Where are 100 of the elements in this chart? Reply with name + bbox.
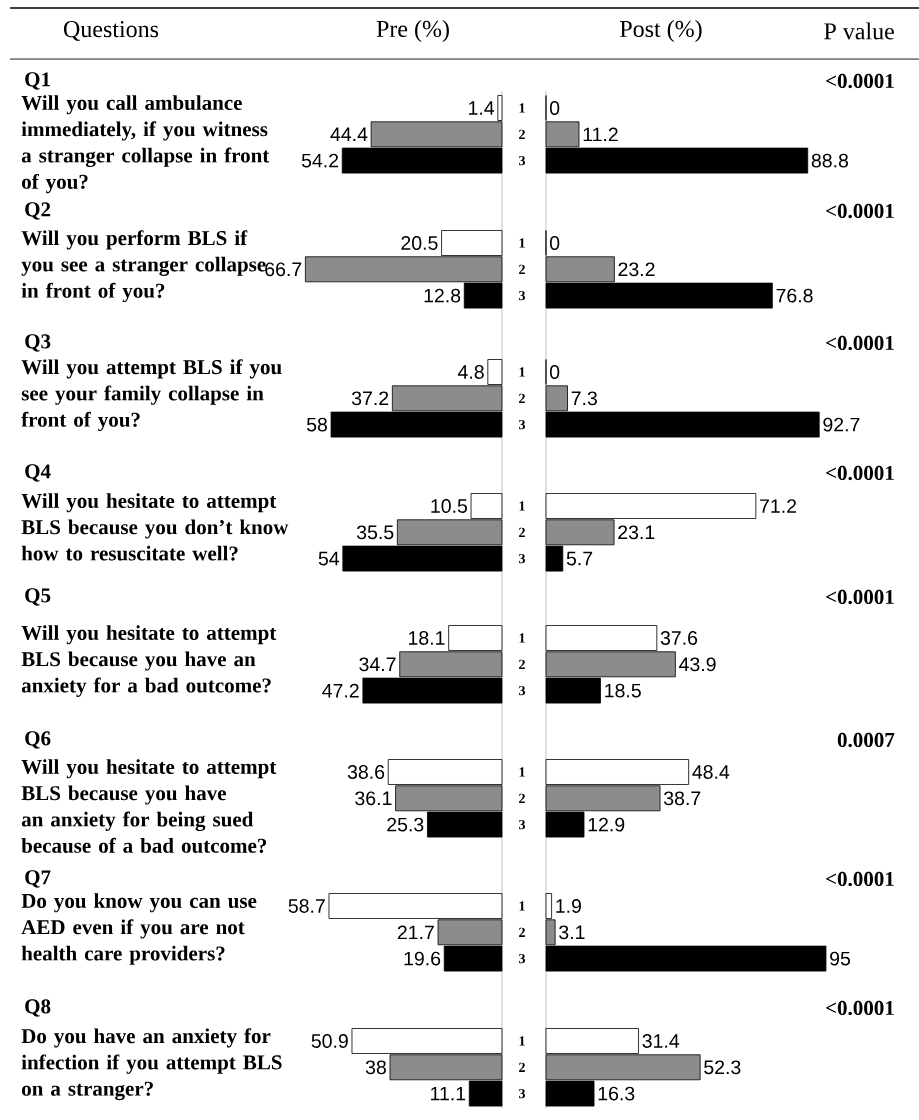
data-label: 66.7	[265, 262, 302, 277]
chart-title: Pre (%)	[376, 20, 449, 42]
text: Will you hesitate to attempt BLS because you have an anxiety for a bad outcome?	[21, 625, 277, 697]
text: Q8	[25, 999, 51, 1017]
data-label: 88.8	[811, 153, 849, 168]
text: <0.0001	[826, 73, 894, 89]
data-label: 16.3	[598, 1086, 635, 1101]
text: <0.0001	[826, 465, 894, 481]
text: Questions	[63, 21, 159, 41]
data-label: 23.1	[618, 525, 655, 540]
text: Will you hesitate to attempt BLS because you have an anxiety for being sued because of a bad outcome?	[21, 759, 277, 853]
y-tick-label: 2	[519, 793, 525, 803]
data-label: 1.4	[469, 101, 495, 115]
data-label: 37.2	[351, 391, 389, 406]
y-tick-label: 1	[519, 501, 525, 511]
data-label: 37.6	[660, 631, 698, 645]
data-label: 5.7	[566, 551, 593, 566]
y-tick-label: 1	[519, 633, 525, 643]
data-label: 11.2	[583, 127, 618, 142]
text: Q2	[25, 202, 51, 220]
y-tick-label: 2	[519, 527, 525, 537]
data-label: 21.7	[397, 925, 434, 940]
y-tick-label: 3	[519, 819, 526, 830]
y-tick-label: 3	[519, 419, 526, 430]
data-label: 12.9	[588, 817, 625, 832]
y-tick-label: 3	[519, 290, 526, 301]
data-label: 92.7	[823, 417, 860, 432]
y-tick-label: 1	[519, 238, 525, 248]
y-tick-label: 1	[519, 103, 525, 113]
data-label: 12.8	[424, 288, 461, 303]
text: <0.0001	[826, 203, 894, 219]
chart-title: Post (%)	[620, 20, 702, 42]
data-label: 36.1	[355, 791, 392, 806]
y-tick-label: 3	[519, 553, 526, 564]
data-label: 52.3	[704, 1060, 741, 1075]
text: <0.0001	[826, 871, 894, 887]
y-tick-label: 2	[519, 659, 525, 669]
y-tick-label: 2	[519, 1062, 525, 1072]
text: Q3	[25, 334, 51, 352]
y-tick-label: 3	[519, 155, 526, 166]
data-label: 18.1	[408, 631, 445, 645]
text: Q1	[25, 72, 50, 90]
data-label: 38.6	[347, 765, 385, 779]
y-tick-label: 1	[519, 1036, 525, 1046]
data-label: 34.7	[359, 657, 396, 672]
text: <0.0001	[826, 589, 894, 605]
data-label: 10.5	[431, 499, 468, 513]
text: 0.0007	[837, 732, 895, 748]
data-label: 38	[365, 1060, 386, 1075]
text: Q7	[25, 870, 51, 888]
data-label: 54.2	[301, 153, 339, 168]
data-label: 4.8	[457, 365, 484, 379]
data-label: 76.8	[776, 288, 813, 303]
data-label: 0	[549, 101, 560, 115]
data-label: 1.9	[556, 899, 581, 913]
text: Do you have an anxiety for infection if you attempt BLS on a stranger?	[21, 1028, 282, 1101]
text: Will you attempt BLS if you see your family collapse in front of you?	[21, 359, 282, 432]
data-label: 95	[830, 951, 851, 966]
y-tick-label: 3	[519, 685, 526, 696]
data-label: 0	[549, 236, 560, 250]
y-tick-label: 2	[519, 129, 525, 139]
data-label: 50.9	[311, 1034, 348, 1048]
data-label: 7.3	[571, 391, 597, 406]
text: Q6	[25, 731, 51, 749]
text: Do you know you can use AED even if you are not health care providers?	[21, 893, 257, 965]
text: Will you perform BLS if you see a stranger collapse in front of you?	[21, 230, 266, 303]
data-label: 23.2	[618, 262, 655, 277]
text: <0.0001	[826, 1000, 894, 1016]
text: <0.0001	[826, 335, 894, 351]
text: Q4	[25, 464, 51, 482]
data-label: 47.2	[322, 683, 359, 698]
y-tick-label: 3	[519, 953, 526, 964]
data-label: 11.1	[431, 1086, 466, 1101]
data-label: 18.5	[605, 683, 641, 698]
y-tick-label: 1	[519, 767, 525, 777]
data-label: 43.9	[679, 657, 716, 672]
y-tick-label: 2	[519, 264, 525, 274]
data-label: 71.2	[760, 499, 797, 513]
data-label: 3.1	[559, 925, 585, 940]
data-label: 54	[318, 551, 340, 566]
data-label: 38.7	[664, 791, 701, 806]
y-tick-label: 1	[519, 901, 525, 911]
data-label: 44.4	[330, 127, 368, 142]
text: Will you call ambulance immediately, if you witness a stranger collapse in front of you?	[21, 95, 270, 194]
y-tick-label: 3	[519, 1088, 526, 1099]
data-label: 35.5	[356, 525, 394, 540]
data-label: 58.7	[288, 899, 325, 913]
y-tick-label: 1	[519, 367, 525, 377]
text: Will you hesitate to attempt BLS because you don’t know how to resuscitate well?	[21, 493, 289, 561]
y-tick-label: 2	[519, 927, 525, 937]
data-label: 31.4	[642, 1034, 680, 1048]
y-tick-label: 2	[519, 393, 525, 403]
data-label: 19.6	[404, 951, 441, 966]
text: Q5	[25, 588, 51, 606]
data-label: 58	[306, 417, 327, 432]
data-label: 0	[549, 365, 560, 379]
text: P value	[824, 22, 894, 40]
data-label: 48.4	[692, 765, 730, 779]
data-label: 20.5	[401, 236, 438, 250]
data-label: 25.3	[387, 817, 424, 832]
